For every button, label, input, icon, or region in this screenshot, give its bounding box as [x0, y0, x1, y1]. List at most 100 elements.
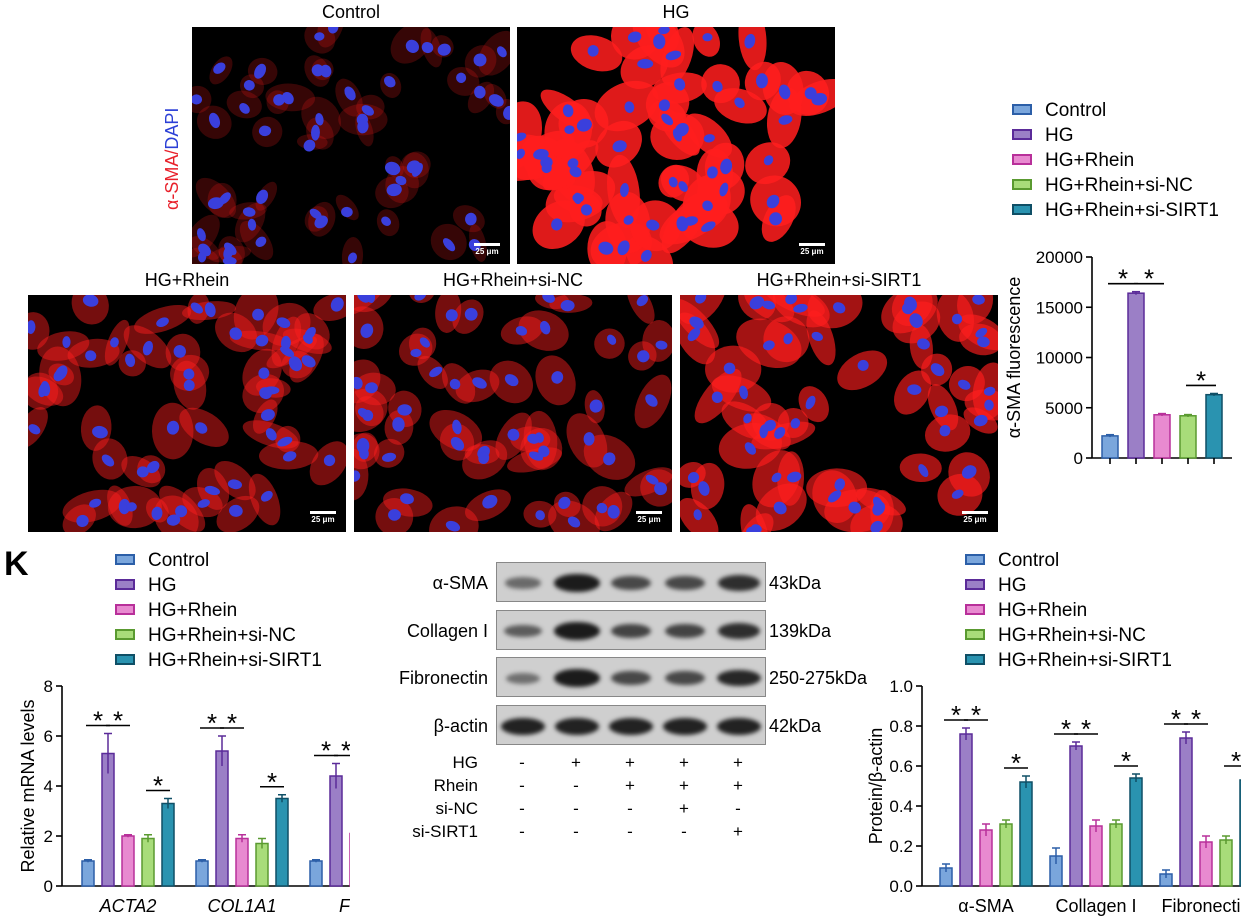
nucleus: [478, 451, 490, 465]
nucleus: [118, 498, 131, 515]
treatment-sign: +: [733, 822, 743, 841]
nucleus: [173, 345, 186, 358]
nucleus: [870, 520, 883, 532]
nucleus: [596, 502, 608, 514]
y-tick-label: 10000: [1036, 349, 1083, 368]
x-category-label: ACTA2: [99, 896, 157, 916]
nucleus: [384, 161, 401, 176]
nucleus: [598, 241, 614, 255]
nucleus: [687, 471, 700, 484]
nucleus: [637, 350, 650, 363]
nucleus: [653, 33, 666, 50]
nucleus: [151, 506, 163, 521]
nucleus: [778, 84, 791, 100]
blot-band: [505, 577, 541, 589]
bar: [1219, 839, 1233, 887]
nucleus: [255, 334, 269, 347]
nucleus: [661, 113, 674, 126]
nucleus: [55, 365, 68, 381]
bar: [1199, 841, 1213, 887]
nucleus: [195, 422, 208, 434]
nucleus: [252, 308, 264, 321]
nucleus: [197, 251, 207, 263]
nucleus: [323, 454, 336, 467]
nucleus: [702, 200, 713, 212]
nucleus: [259, 387, 272, 400]
nucleus: [142, 340, 154, 356]
bar: [195, 860, 209, 887]
nucleus: [258, 367, 270, 379]
nucleus: [603, 452, 616, 466]
wb-label-alpha-sma: α-SMA: [432, 573, 488, 593]
blot-band: [717, 669, 761, 687]
nucleus: [204, 302, 216, 318]
treatment-label-hg: HG: [452, 753, 479, 772]
y-tick-label: 15000: [1036, 298, 1083, 317]
nucleus: [763, 155, 774, 166]
legend-swatch: [965, 654, 985, 665]
nucleus: [190, 302, 203, 314]
nucleus: [746, 526, 757, 532]
stain-label: α-SMA/DAPI: [162, 108, 183, 210]
significance-star: *: [1191, 704, 1201, 734]
significance-star: *: [93, 706, 103, 736]
wb-kda-alpha-sma: 43kDa: [769, 573, 822, 593]
nucleus: [983, 386, 996, 396]
nucleus: [357, 119, 369, 134]
nucleus: [573, 192, 582, 205]
nucleus: [156, 317, 169, 327]
micrograph-hg: 25 μm: [517, 27, 835, 264]
bar: [1069, 745, 1083, 887]
nucleus: [282, 451, 297, 462]
nucleus: [646, 219, 660, 231]
micrograph-title-hg: HG: [662, 2, 690, 22]
nucleus: [242, 207, 256, 217]
nucleus: [535, 510, 545, 521]
nucleus: [76, 514, 89, 527]
nucleus: [437, 43, 451, 56]
nucleus: [406, 160, 421, 174]
cytoplasm-region: [37, 331, 90, 361]
legend-label: HG+Rhein+si-NC: [1045, 175, 1193, 196]
nucleus: [247, 218, 257, 231]
legend-fluorescence: Control HG HG+Rhein HG+Rhein+si-NC HG+Rhein+…: [1012, 100, 1241, 240]
treatment-sign: +: [679, 799, 689, 818]
significance-star: *: [153, 771, 163, 801]
nucleus: [785, 295, 798, 305]
bar: [141, 837, 155, 887]
nucleus: [984, 399, 994, 411]
nucleus: [254, 63, 267, 79]
scale-bar: 25 μm: [799, 243, 825, 256]
nucleus: [918, 464, 929, 478]
legend-swatch: [115, 629, 135, 640]
nucleus: [320, 64, 332, 78]
significance-star: *: [267, 767, 277, 797]
significance-star: *: [1118, 264, 1128, 294]
bar: [1089, 825, 1103, 887]
nucleus: [456, 72, 467, 84]
stain-label-blue: DAPI: [162, 107, 182, 150]
nucleus: [645, 474, 659, 485]
nucleus: [805, 395, 816, 410]
nucleus: [229, 504, 243, 517]
nucleus: [558, 496, 571, 509]
treatment-sign: -: [627, 822, 633, 841]
nucleus: [207, 197, 224, 210]
nucleus: [958, 379, 971, 390]
nucleus: [930, 363, 945, 377]
nucleus: [445, 309, 458, 322]
treatment-label-si-sirt1: si-SIRT1: [412, 822, 478, 841]
nucleus: [769, 212, 783, 226]
nucleus: [857, 359, 869, 371]
stain-label-red: α-SMA: [162, 154, 182, 210]
nucleus: [450, 437, 465, 451]
blot-band: [554, 669, 600, 687]
nucleus: [551, 218, 563, 231]
nucleus: [301, 355, 316, 368]
nucleus: [529, 451, 544, 461]
nucleus: [712, 80, 723, 93]
nucleus: [395, 175, 407, 186]
legend-label: Control: [998, 550, 1060, 571]
y-tick-label: 6: [44, 727, 53, 746]
significance-star: *: [1231, 746, 1241, 776]
